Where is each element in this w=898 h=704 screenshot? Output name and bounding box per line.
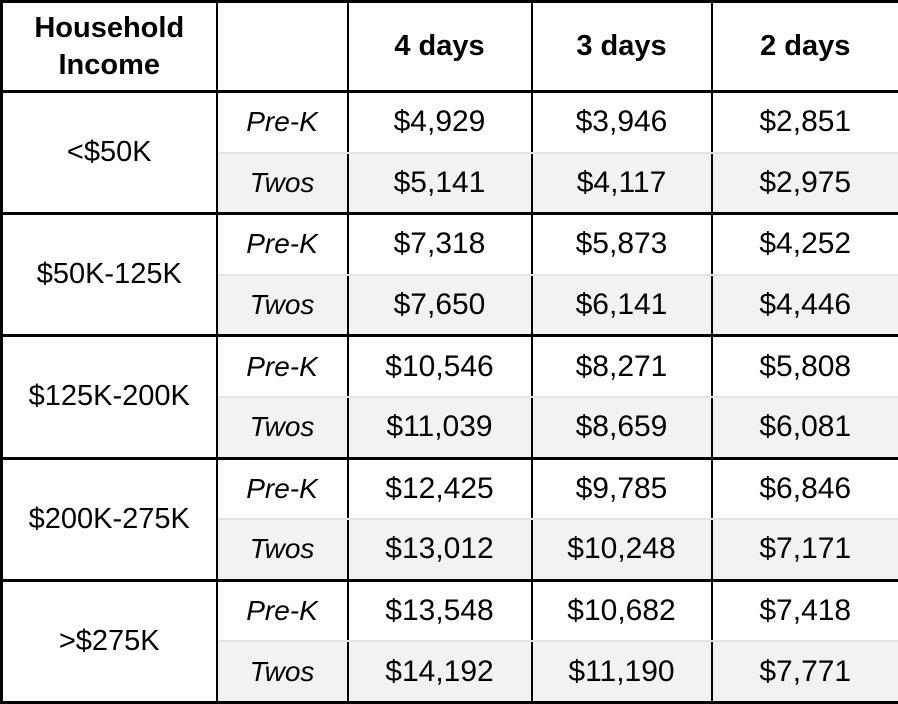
value-cell: $4,117 [530,152,713,216]
program-cell: Pre-K [215,213,349,276]
income-cell: <$50K [0,91,218,216]
income-cell: $50K-125K [0,213,218,338]
table-row: >$275K Pre-K $13,548 $10,682 $7,418 [0,580,898,704]
value-cell: $12,425 [346,458,533,521]
value-cell: $4,446 [710,274,898,338]
header-3-days: 3 days [530,1,713,93]
value-cell: $7,418 [710,580,898,643]
table-row: Twos $13,012 $10,248 $7,171 [2,519,898,582]
value-cell: $9,785 [530,458,713,521]
header-row: Household Income 4 days 3 days 2 days [0,1,898,93]
value-cell: $13,548 [346,580,533,643]
income-cell: >$275K [0,580,218,704]
value-cell: $2,851 [710,91,898,154]
header-4-days: 4 days [346,1,533,93]
program-cell: Twos [215,641,349,704]
table-row: Twos $5,141 $4,117 $2,975 [2,152,898,216]
value-cell: $8,659 [530,396,713,460]
table-row: Twos $7,650 $6,141 $4,446 [2,274,898,338]
value-cell: $7,650 [346,274,533,338]
value-cell: $2,975 [710,152,898,216]
value-cell: $5,873 [530,213,713,276]
program-cell: Twos [215,396,349,460]
value-cell: $11,190 [530,641,713,704]
program-cell: Pre-K [215,458,349,521]
value-cell: $8,271 [530,335,713,398]
table-row: <$50K Pre-K $4,929 $3,946 $2,851 [0,91,898,216]
value-cell: $4,252 [710,213,898,276]
income-cell: $125K-200K [0,335,218,460]
header-household-income: Household Income [0,1,218,93]
value-cell: $3,946 [530,91,713,154]
value-cell: $7,771 [710,641,898,704]
program-cell: Twos [215,152,349,216]
value-cell: $5,141 [346,152,533,216]
value-cell: $10,546 [346,335,533,398]
header-program-empty [215,1,349,93]
table-row: Twos $14,192 $11,190 $7,771 [2,641,898,704]
value-cell: $13,012 [346,519,533,582]
value-cell: $6,846 [710,458,898,521]
program-cell: Twos [215,274,349,338]
value-cell: $6,081 [710,396,898,460]
value-cell: $7,318 [346,213,533,276]
program-cell: Pre-K [215,580,349,643]
program-cell: Twos [215,519,349,582]
value-cell: $14,192 [346,641,533,704]
value-cell: $7,171 [710,519,898,582]
table-row: $200K-275K Pre-K $12,425 $9,785 $6,846 [0,458,898,582]
value-cell: $10,248 [530,519,713,582]
value-cell: $4,929 [346,91,533,154]
header-2-days: 2 days [710,1,898,93]
value-cell: $10,682 [530,580,713,643]
value-cell: $5,808 [710,335,898,398]
program-cell: Pre-K [215,335,349,398]
program-cell: Pre-K [215,91,349,154]
value-cell: $6,141 [530,274,713,338]
table-row: Twos $11,039 $8,659 $6,081 [2,396,898,460]
table-row: $125K-200K Pre-K $10,546 $8,271 $5,808 [0,335,898,460]
income-cell: $200K-275K [0,458,218,582]
value-cell: $11,039 [346,396,533,460]
table-row: $50K-125K Pre-K $7,318 $5,873 $4,252 [0,213,898,338]
